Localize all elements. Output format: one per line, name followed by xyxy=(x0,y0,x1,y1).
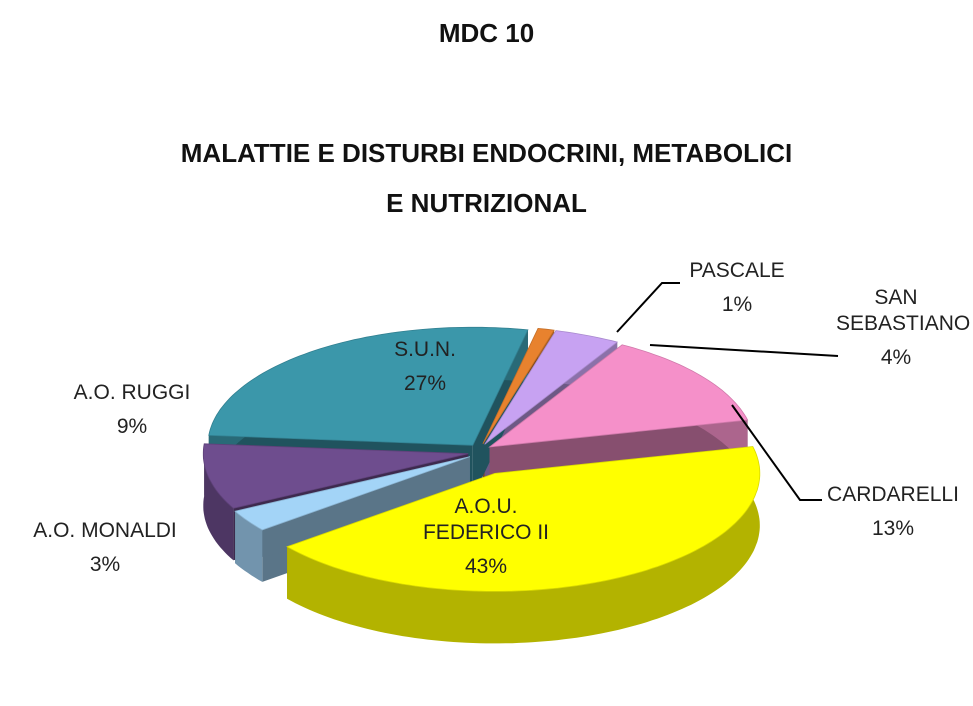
slice-side xyxy=(203,443,234,561)
slice xyxy=(484,330,619,445)
leader-line xyxy=(649,344,839,357)
slice xyxy=(482,327,555,445)
leader-line xyxy=(616,282,680,333)
slice-side xyxy=(235,511,263,582)
slice-label: A.O. MONALDI xyxy=(33,519,177,542)
slice-value-label: 13% xyxy=(871,517,915,540)
slice-label: SAN SEBASTIANO xyxy=(836,286,971,335)
slice-label: CARDARELLI xyxy=(827,483,959,506)
chart-subtitle: MALATTIE E DISTURBI ENDOCRINI, METABOLIC… xyxy=(180,138,793,218)
chart-title: MDC 10 xyxy=(438,18,535,48)
slice xyxy=(202,443,469,509)
slice xyxy=(488,344,749,448)
slice xyxy=(234,456,471,531)
slice-value-label: 1% xyxy=(721,293,753,316)
slice-value-label: 43% xyxy=(464,555,508,578)
slice xyxy=(208,326,529,446)
slice-side xyxy=(235,456,470,564)
slice-label: A.O.U. FEDERICO II xyxy=(422,495,549,544)
leader-line xyxy=(731,404,822,501)
slice-value-label: 4% xyxy=(880,346,912,369)
slice-value-label: 27% xyxy=(403,372,447,395)
slice-label: PASCALE xyxy=(689,259,785,282)
slice-side xyxy=(287,446,760,644)
slice-value-label: 9% xyxy=(116,415,148,438)
slice-label: A.O. RUGGI xyxy=(73,381,191,404)
slice xyxy=(286,446,761,592)
slice-label: S.U.N. xyxy=(394,338,456,361)
slice-value-label: 3% xyxy=(89,553,121,576)
